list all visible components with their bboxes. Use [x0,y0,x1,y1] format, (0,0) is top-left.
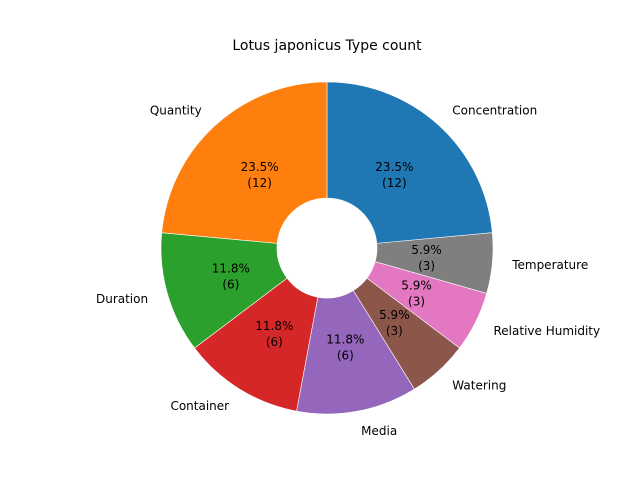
slice-label-container: Container [170,399,229,413]
slice-label-concentration: Concentration [452,104,537,118]
count-label-duration: (6) [222,277,239,291]
pie-labels: Concentration23.5%(12)Temperature5.9%(3)… [96,104,600,438]
pie-slice-quantity [161,81,328,244]
pct-label-temperature: 5.9% [411,243,442,257]
pct-label-container: 11.8% [255,319,293,333]
pie-slice-duration [160,232,288,349]
count-label-media: (6) [337,348,354,362]
chart-title: Lotus japonicus Type count [232,38,422,54]
slice-label-duration: Duration [96,292,148,306]
pie-slice-concentration [326,81,493,244]
slice-label-relative-humidity: Relative Humidity [494,324,601,338]
pie-slices [160,81,494,415]
slice-label-media: Media [361,424,397,438]
pie-slice-media [296,290,415,415]
pct-label-relative-humidity: 5.9% [401,279,432,293]
pie-slice-container [194,277,319,412]
slice-label-temperature: Temperature [511,258,588,272]
slice-label-quantity: Quantity [150,104,202,118]
pct-label-media: 11.8% [326,332,364,346]
pct-label-concentration: 23.5% [375,160,413,174]
count-label-quantity: (12) [247,176,272,190]
count-label-watering: (3) [386,324,403,338]
pct-label-watering: 5.9% [379,308,410,322]
slice-label-watering: Watering [452,378,506,392]
count-label-temperature: (3) [418,259,435,273]
pct-label-duration: 11.8% [212,261,250,275]
pct-label-quantity: 23.5% [241,160,279,174]
count-label-concentration: (12) [382,176,407,190]
count-label-relative-humidity: (3) [408,295,425,309]
count-label-container: (6) [266,335,283,349]
